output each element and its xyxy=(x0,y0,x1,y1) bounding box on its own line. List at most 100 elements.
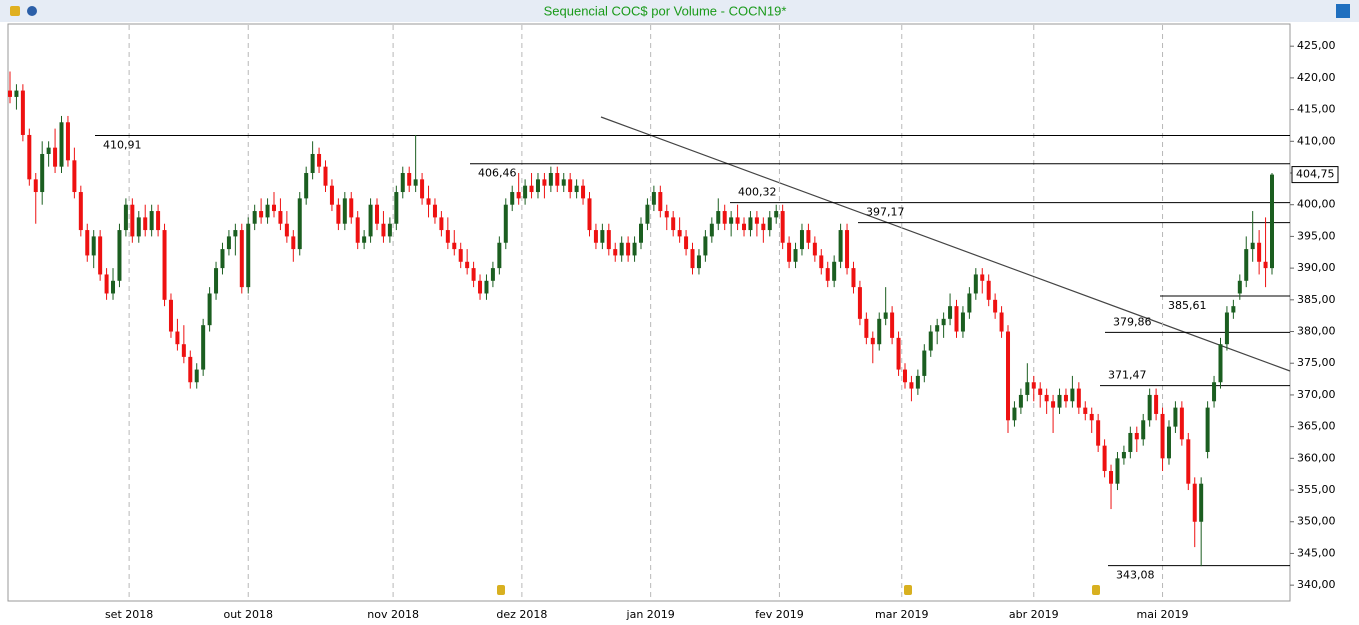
y-tick-label: 410,00 xyxy=(1297,134,1336,147)
candle-body xyxy=(677,230,682,237)
candle-body xyxy=(1128,432,1133,452)
candle-body xyxy=(1160,413,1165,459)
candle-body xyxy=(1083,407,1088,414)
candle-body xyxy=(986,280,991,300)
candle-body xyxy=(1237,280,1242,294)
icon[interactable] xyxy=(10,6,20,16)
candle-body xyxy=(1063,394,1068,402)
candle-body xyxy=(593,230,598,243)
event-icon[interactable] xyxy=(497,585,505,595)
candle-body xyxy=(85,230,90,256)
candle-body xyxy=(349,198,354,218)
candle-body xyxy=(284,223,289,237)
y-tick-label: 380,00 xyxy=(1297,325,1336,338)
candle-body xyxy=(484,280,489,294)
candle-body xyxy=(432,204,437,218)
y-tick-label: 375,00 xyxy=(1297,356,1336,369)
candle-body xyxy=(973,274,978,294)
icon[interactable] xyxy=(27,6,37,16)
candle-body xyxy=(993,299,998,313)
candle-body xyxy=(111,280,116,294)
candle-body xyxy=(278,211,283,224)
candle-body xyxy=(1186,439,1191,484)
x-tick-label: mar 2019 xyxy=(875,608,928,621)
candle-body xyxy=(226,236,231,250)
candle-body xyxy=(1270,174,1274,269)
candle-body xyxy=(1057,394,1062,408)
candle-body xyxy=(909,382,914,389)
candle-body xyxy=(233,230,238,237)
candle-body xyxy=(793,249,798,262)
candle-body xyxy=(664,211,669,218)
candle-body xyxy=(600,230,605,243)
candle-body xyxy=(523,185,528,199)
candle-body xyxy=(252,211,257,224)
candle-body xyxy=(754,217,759,224)
candle-body xyxy=(407,173,412,186)
candle-body xyxy=(774,211,779,218)
candle-body xyxy=(188,356,193,383)
candle-body xyxy=(445,230,450,243)
candle-body xyxy=(1076,388,1081,408)
event-icon[interactable] xyxy=(1092,585,1100,595)
candle-body xyxy=(716,211,721,224)
candle-body xyxy=(259,211,264,218)
y-tick-label: 340,00 xyxy=(1297,578,1336,591)
candle-body xyxy=(1218,344,1223,383)
x-tick-label: abr 2019 xyxy=(1009,608,1059,621)
candle-body xyxy=(400,173,405,193)
candle-body xyxy=(555,173,560,186)
candle-body xyxy=(645,204,650,224)
candle-body xyxy=(33,179,38,193)
candle-body xyxy=(696,255,701,269)
plot-frame xyxy=(7,23,1291,602)
candle-body xyxy=(626,242,631,256)
candle-body xyxy=(297,198,302,250)
candle-body xyxy=(954,306,959,332)
y-tick-label: 385,00 xyxy=(1297,293,1336,306)
last-price-label: 404,75 xyxy=(1296,168,1335,181)
candle-body xyxy=(825,268,830,281)
candle-body xyxy=(890,312,895,338)
candle-body xyxy=(304,173,309,199)
candle-body xyxy=(928,331,933,351)
event-icon[interactable] xyxy=(904,585,912,595)
candle-body xyxy=(478,280,483,294)
candle-body xyxy=(490,268,495,281)
candle-body xyxy=(452,242,457,250)
candle-body xyxy=(46,147,51,154)
candle-body xyxy=(1154,394,1159,414)
candle-body xyxy=(960,312,965,332)
candle-body xyxy=(709,223,714,237)
candle-body xyxy=(104,274,109,294)
candle-body xyxy=(1263,261,1268,269)
candle-body xyxy=(935,325,940,332)
candle-body xyxy=(413,179,418,186)
candle-body xyxy=(535,179,540,193)
icon[interactable] xyxy=(1336,4,1350,18)
candle-body xyxy=(568,179,573,193)
candle-body xyxy=(246,223,251,288)
level-label: 385,61 xyxy=(1168,299,1207,312)
candle-body xyxy=(1141,420,1146,440)
candle-body xyxy=(619,242,624,256)
candle-body xyxy=(143,217,148,231)
candle-body xyxy=(426,198,431,205)
candle-body xyxy=(864,318,869,338)
candle-body xyxy=(471,268,476,281)
candle-body xyxy=(1257,242,1262,262)
candle-body xyxy=(812,242,817,256)
candle-body xyxy=(999,312,1004,332)
candle-body xyxy=(838,230,843,262)
candle-body xyxy=(1006,331,1011,421)
candle-body xyxy=(581,185,586,199)
candle-body xyxy=(516,192,521,199)
candle-body xyxy=(1070,388,1075,402)
candle-body xyxy=(201,325,206,370)
candle-body xyxy=(941,318,946,326)
y-tick-label: 420,00 xyxy=(1297,71,1336,84)
candle-body xyxy=(870,337,875,345)
candle-body xyxy=(317,153,322,167)
candle-body xyxy=(368,204,373,237)
